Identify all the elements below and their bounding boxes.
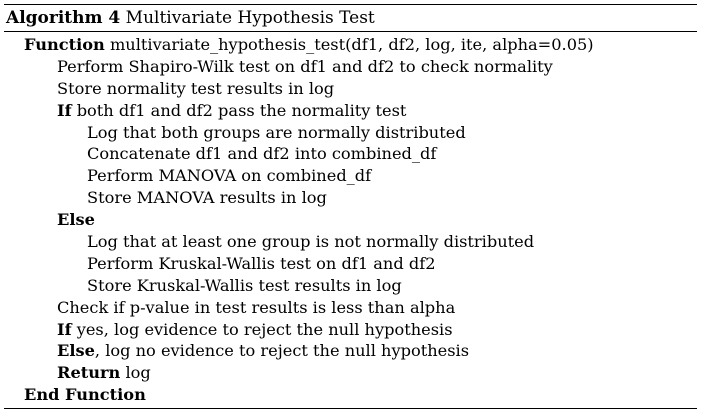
statement-line: Perform Shapiro-Wilk test on df1 and df2… bbox=[4, 56, 697, 78]
top-rule bbox=[4, 4, 697, 5]
keyword: Function bbox=[24, 35, 105, 54]
keyword: If bbox=[57, 100, 72, 120]
end-function-line: End Function bbox=[4, 384, 697, 406]
keyword: If bbox=[57, 319, 72, 339]
line-text: Store Kruskal-Wallis test results in log bbox=[87, 275, 402, 295]
line-text: Log that at least one group is not norma… bbox=[87, 232, 535, 252]
algorithm-block: Algorithm 4 Multivariate Hypothesis Test… bbox=[4, 4, 697, 410]
caption-rule bbox=[4, 31, 697, 32]
statement-line: Log that at least one group is not norma… bbox=[4, 231, 697, 253]
line-text: both df1 and df2 pass the normality test bbox=[71, 100, 407, 120]
return-line: Return log bbox=[4, 362, 697, 384]
line-text: multivariate_hypothesis_test(df1, df2, l… bbox=[104, 35, 594, 54]
statement-line: Store MANOVA results in log bbox=[4, 187, 697, 209]
keyword: Else bbox=[57, 341, 95, 361]
statement-line: Store Kruskal-Wallis test results in log bbox=[4, 275, 697, 297]
if-line: If both df1 and df2 pass the normality t… bbox=[4, 100, 697, 122]
statement-line: Concatenate df1 and df2 into combined_df bbox=[4, 143, 697, 165]
statement-line: Store normality test results in log bbox=[4, 78, 697, 100]
line-text: Perform MANOVA on combined_df bbox=[87, 166, 372, 186]
line-text: , log no evidence to reject the null hyp… bbox=[94, 341, 470, 361]
line-text: log bbox=[120, 363, 151, 383]
if-line: If yes, log evidence to reject the null … bbox=[4, 319, 697, 341]
line-text: Perform Kruskal-Wallis test on df1 and d… bbox=[87, 253, 436, 273]
else-line: Else, log no evidence to reject the null… bbox=[4, 340, 697, 362]
algorithm-label: Algorithm 4 bbox=[6, 8, 121, 28]
statement-line: Perform MANOVA on combined_df bbox=[4, 165, 697, 187]
algorithm-caption: Algorithm 4 Multivariate Hypothesis Test bbox=[4, 5, 697, 31]
keyword: End Function bbox=[24, 385, 146, 405]
statement-line: Perform Kruskal-Wallis test on df1 and d… bbox=[4, 253, 697, 275]
line-text: Check if p-value in test results is less… bbox=[57, 297, 456, 317]
algorithm-body: Function multivariate_hypothesis_test(df… bbox=[4, 32, 697, 408]
else-line: Else bbox=[4, 209, 697, 231]
statement-line: Log that both groups are normally distri… bbox=[4, 122, 697, 144]
function-line: Function multivariate_hypothesis_test(df… bbox=[4, 34, 697, 56]
keyword: Else bbox=[57, 210, 95, 230]
algorithm-title: Multivariate Hypothesis Test bbox=[125, 8, 375, 28]
line-text: Store normality test results in log bbox=[57, 78, 335, 98]
keyword: Return bbox=[57, 363, 121, 383]
line-text: Concatenate df1 and df2 into combined_df bbox=[87, 144, 437, 164]
line-text: Perform Shapiro-Wilk test on df1 and df2… bbox=[57, 56, 553, 76]
bottom-rule bbox=[4, 408, 697, 410]
line-text: Store MANOVA results in log bbox=[87, 188, 327, 208]
line-text: Log that both groups are normally distri… bbox=[87, 122, 466, 142]
statement-line: Check if p-value in test results is less… bbox=[4, 297, 697, 319]
line-text: yes, log evidence to reject the null hyp… bbox=[71, 319, 453, 339]
